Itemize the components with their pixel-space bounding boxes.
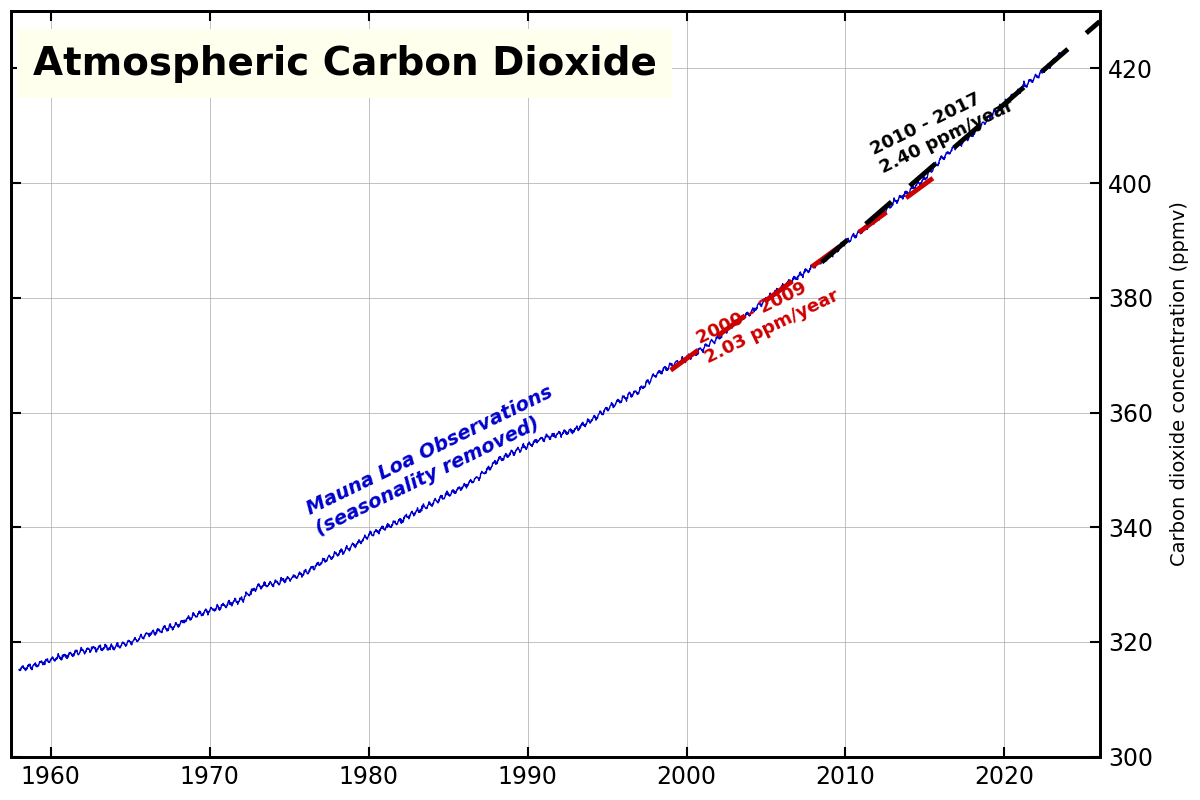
Y-axis label: Carbon dioxide concentration (ppmv): Carbon dioxide concentration (ppmv): [1170, 202, 1189, 566]
Text: 2010 - 2017
2.40 ppm/year: 2010 - 2017 2.40 ppm/year: [869, 78, 1016, 178]
Text: 2000 - 2009
2.03 ppm/year: 2000 - 2009 2.03 ppm/year: [694, 267, 842, 366]
Text: Atmospheric Carbon Dioxide: Atmospheric Carbon Dioxide: [32, 45, 656, 82]
Text: Mauna Loa Observations
(seasonality removed): Mauna Loa Observations (seasonality remo…: [304, 382, 565, 538]
